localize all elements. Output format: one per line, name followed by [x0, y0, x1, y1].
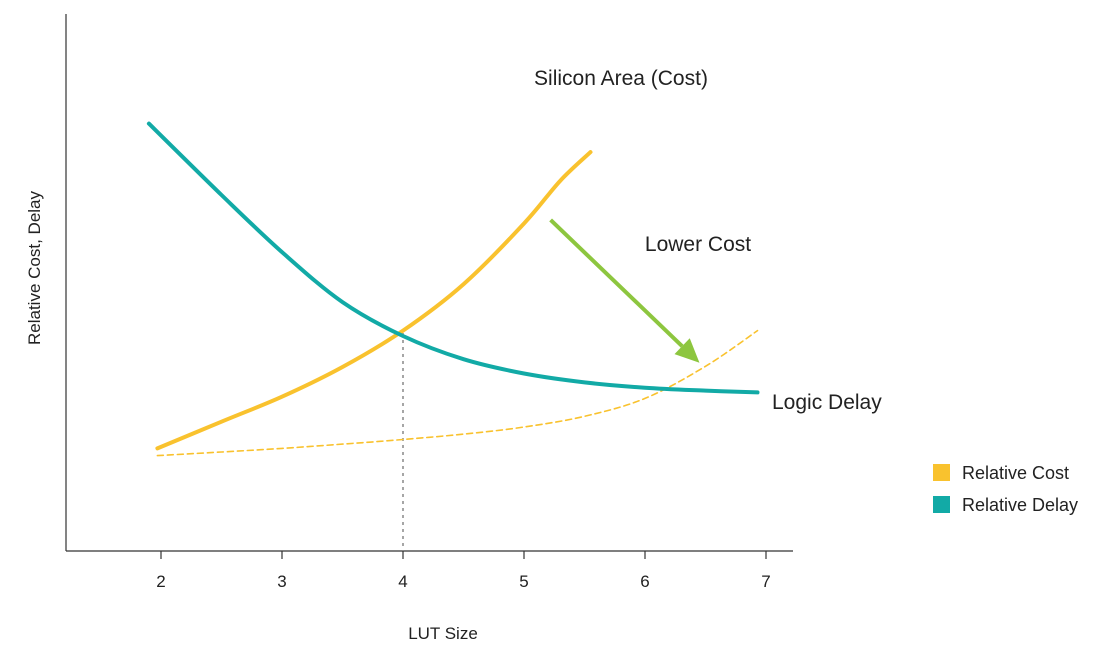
annotation-silicon-area: Silicon Area (Cost)	[534, 67, 708, 90]
x-tick-label: 6	[640, 572, 649, 591]
x-ticks: 2 3 4 5 6 7	[156, 551, 771, 591]
axes	[65, 14, 793, 552]
arrows	[549, 218, 700, 363]
series-line-lower-cost	[156, 329, 759, 457]
legend-swatch-relative-delay	[933, 496, 950, 513]
y-axis-label: Relative Cost, Delay	[25, 191, 44, 346]
x-tick-label: 3	[277, 572, 286, 591]
series-lines	[146, 121, 760, 457]
x-tick-label: 2	[156, 572, 165, 591]
x-tick-label: 5	[519, 572, 528, 591]
legend-label-relative-cost: Relative Cost	[962, 463, 1069, 483]
annotation-lower-cost: Lower Cost	[645, 233, 751, 256]
series-line-relative-cost	[155, 150, 593, 451]
legend-swatch-relative-cost	[933, 464, 950, 481]
annotation-logic-delay: Logic Delay	[772, 391, 882, 414]
lower-cost-arrow-head	[674, 338, 700, 363]
x-tick-label: 4	[398, 572, 407, 591]
legend-label-relative-delay: Relative Delay	[962, 495, 1078, 515]
x-axis-label: LUT Size	[408, 624, 478, 643]
x-tick-label: 7	[761, 572, 770, 591]
legend: Relative Cost Relative Delay	[933, 463, 1078, 515]
series-line-relative-delay	[146, 121, 760, 395]
lower-cost-arrow-shaft	[549, 218, 684, 348]
